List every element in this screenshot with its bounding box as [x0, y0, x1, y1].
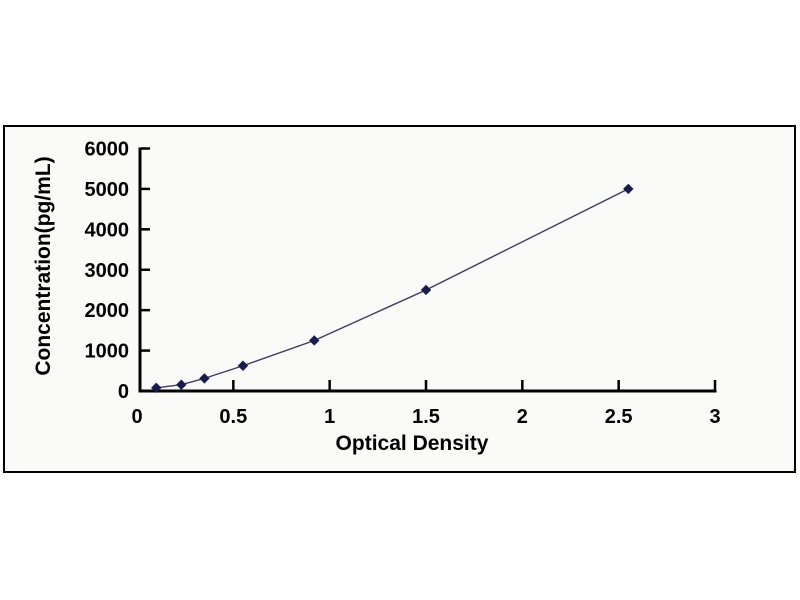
data-point-marker	[309, 335, 320, 346]
x-tick-label: 2.5	[605, 406, 633, 428]
y-tick-label: 6000	[85, 139, 130, 161]
x-tick-label: 3	[709, 406, 720, 428]
y-axis-title: Concentration(pg/mL)	[32, 156, 55, 375]
data-point-marker	[623, 183, 634, 195]
y-tick-label: 1000	[85, 341, 130, 363]
chart-frame	[3, 125, 796, 473]
data-point-marker	[151, 382, 162, 394]
x-axis-title: Optical Density	[336, 432, 489, 455]
plot-area: 0 0.5 1 1.5 2 2.5 3 0 1000 2000 3000 4000 5000 6000	[85, 139, 721, 429]
data-point-marker	[420, 284, 432, 296]
data-point-marker	[199, 373, 210, 384]
y-tick-label: 2000	[85, 300, 130, 322]
data-point-marker	[237, 360, 249, 371]
x-tick-label: 1	[324, 406, 335, 428]
y-tick-label: 4000	[85, 219, 130, 241]
y-tick-label: 3000	[85, 260, 130, 282]
y-tick-label: 5000	[85, 179, 130, 201]
x-tick-label: 0	[131, 406, 142, 428]
y-tick-label: 0	[118, 381, 129, 403]
data-point-marker	[176, 379, 187, 390]
x-tick-label: 2	[517, 406, 528, 428]
x-tick-label: 0.5	[219, 406, 247, 428]
x-tick-label: 1.5	[412, 406, 440, 428]
